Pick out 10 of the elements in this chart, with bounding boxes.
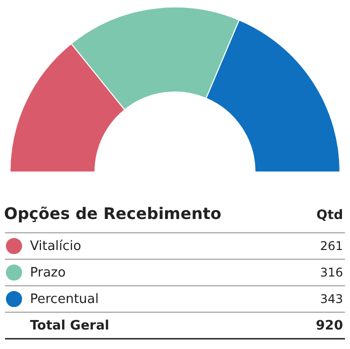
data-label: 316 — [320, 266, 343, 280]
text: Qtd — [316, 208, 343, 223]
data-label: 261 — [320, 239, 343, 253]
text: 920 — [316, 318, 343, 334]
legend-label: Prazo — [30, 266, 66, 280]
text: Opções de Recebimento — [4, 204, 222, 223]
legend-label: Vitalício — [30, 239, 82, 254]
data-label: 343 — [320, 292, 343, 306]
text: Total Geral — [30, 318, 110, 334]
legend-label: Percentual — [30, 292, 99, 307]
